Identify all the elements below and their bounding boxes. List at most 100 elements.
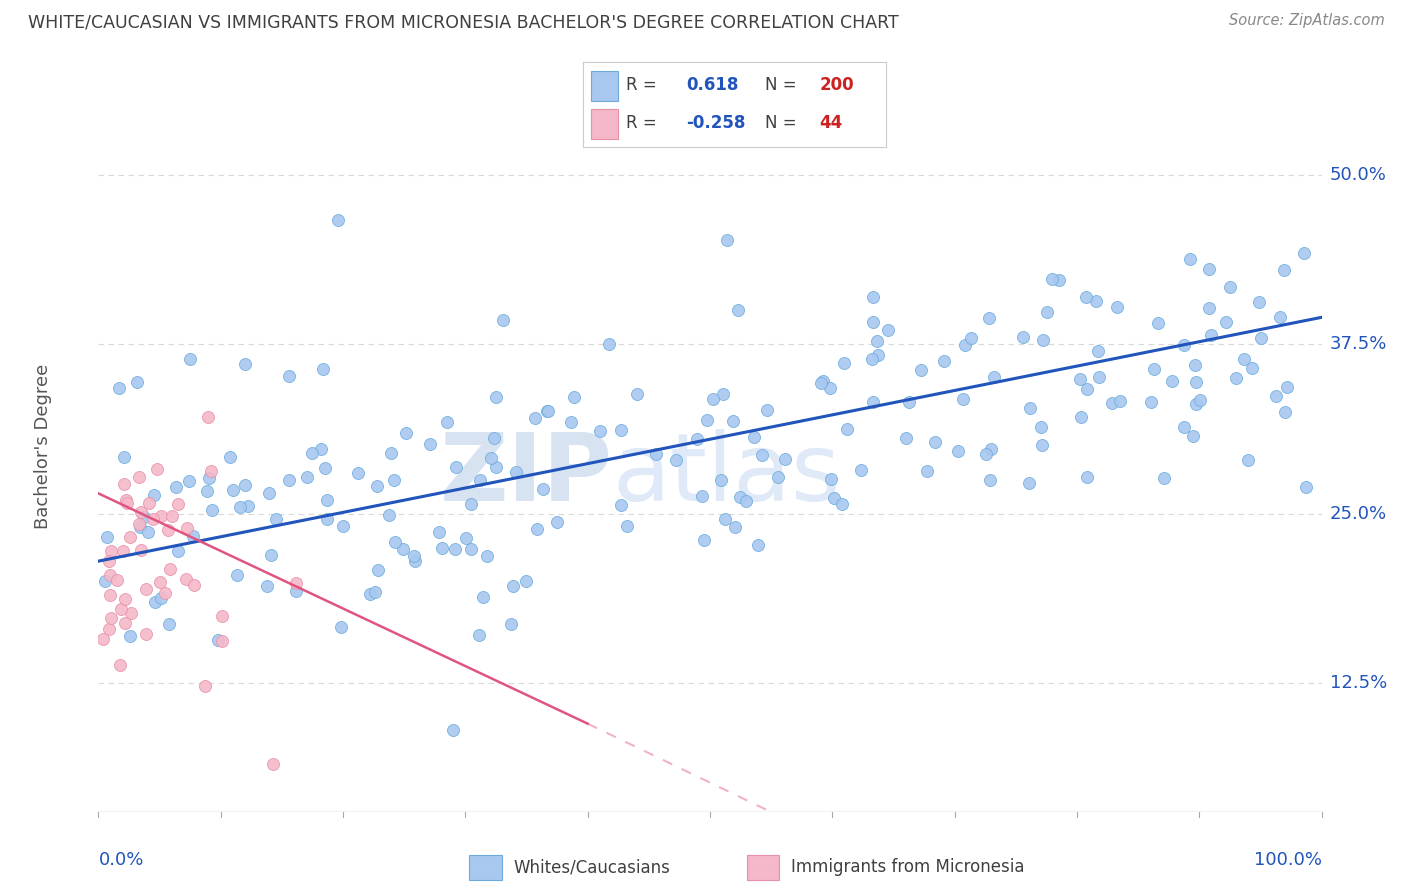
Point [402, 549, 425, 564]
Point [179, 352, 201, 367]
Point [347, 467, 370, 481]
Point [264, 512, 287, 526]
Point [200, 464, 222, 478]
Point [897, 394, 920, 409]
Text: N =: N = [765, 77, 796, 95]
Point [849, 463, 872, 477]
Point [1040, 272, 1063, 286]
Point [523, 411, 546, 425]
Point [129, 520, 152, 534]
Point [1031, 437, 1053, 451]
Point [502, 579, 524, 593]
Point [1173, 420, 1195, 434]
Point [810, 376, 832, 391]
Point [301, 446, 323, 460]
Point [395, 425, 418, 440]
Point [1250, 330, 1272, 344]
Point [868, 348, 890, 362]
Point [278, 473, 301, 487]
Point [98, 622, 121, 636]
Point [98, 554, 121, 568]
Point [948, 444, 970, 458]
Point [98, 567, 121, 582]
Point [979, 310, 1001, 325]
Point [610, 424, 633, 438]
Text: Source: ZipAtlas.com: Source: ZipAtlas.com [1229, 13, 1385, 29]
Point [924, 435, 946, 450]
Point [256, 579, 278, 593]
Point [284, 575, 307, 590]
Point [1180, 252, 1202, 267]
Point [112, 450, 135, 464]
Point [295, 469, 318, 483]
Point [1173, 337, 1195, 351]
Point [832, 356, 855, 370]
Text: WHITE/CAUCASIAN VS IMMIGRANTS FROM MICRONESIA BACHELOR'S DEGREE CORRELATION CHAR: WHITE/CAUCASIAN VS IMMIGRANTS FROM MICRO… [28, 13, 898, 31]
Point [727, 302, 749, 317]
Point [404, 554, 426, 568]
Point [693, 533, 716, 547]
Point [207, 633, 229, 648]
Point [1225, 371, 1247, 385]
Point [115, 496, 138, 510]
Point [1035, 305, 1057, 319]
Point [1140, 394, 1163, 409]
Text: R =: R = [626, 77, 657, 95]
Point [686, 433, 709, 447]
Point [468, 628, 491, 642]
Point [1184, 375, 1206, 389]
Point [382, 473, 405, 487]
Point [115, 493, 138, 508]
Point [1188, 393, 1211, 408]
Point [537, 404, 560, 418]
Point [366, 479, 388, 493]
Point [471, 590, 494, 604]
Point [112, 543, 135, 558]
Point [1295, 480, 1317, 494]
Point [201, 503, 224, 517]
Point [1274, 405, 1296, 419]
Point [160, 509, 183, 524]
Point [441, 723, 464, 737]
Point [1249, 295, 1271, 310]
Point [980, 442, 1002, 456]
Point [332, 519, 354, 533]
Point [183, 578, 205, 592]
Point [284, 583, 307, 598]
Point [129, 542, 152, 557]
Point [328, 213, 350, 227]
Point [135, 627, 157, 641]
Point [112, 476, 135, 491]
Point [1198, 301, 1220, 315]
Point [1153, 470, 1175, 484]
Point [1018, 475, 1040, 490]
Point [419, 436, 441, 450]
Point [260, 548, 283, 562]
Point [128, 516, 150, 531]
Point [485, 390, 508, 404]
Point [560, 415, 582, 429]
Text: R =: R = [626, 114, 657, 132]
Point [1236, 453, 1258, 467]
Point [773, 451, 796, 466]
Point [108, 657, 131, 672]
Point [167, 497, 190, 511]
Point [730, 490, 752, 504]
Text: 50.0%: 50.0% [1330, 166, 1386, 184]
Point [645, 447, 668, 461]
Point [222, 483, 245, 498]
Point [876, 323, 898, 337]
Point [1070, 410, 1092, 425]
Point [444, 460, 467, 475]
Point [229, 500, 252, 515]
Point [1101, 396, 1123, 410]
Point [1147, 316, 1170, 330]
Point [468, 473, 491, 487]
Point [709, 474, 731, 488]
Point [257, 486, 280, 500]
Point [1233, 351, 1256, 366]
Text: ZIP: ZIP [439, 429, 612, 521]
Point [501, 617, 523, 632]
Point [114, 616, 136, 631]
Point [477, 549, 499, 563]
